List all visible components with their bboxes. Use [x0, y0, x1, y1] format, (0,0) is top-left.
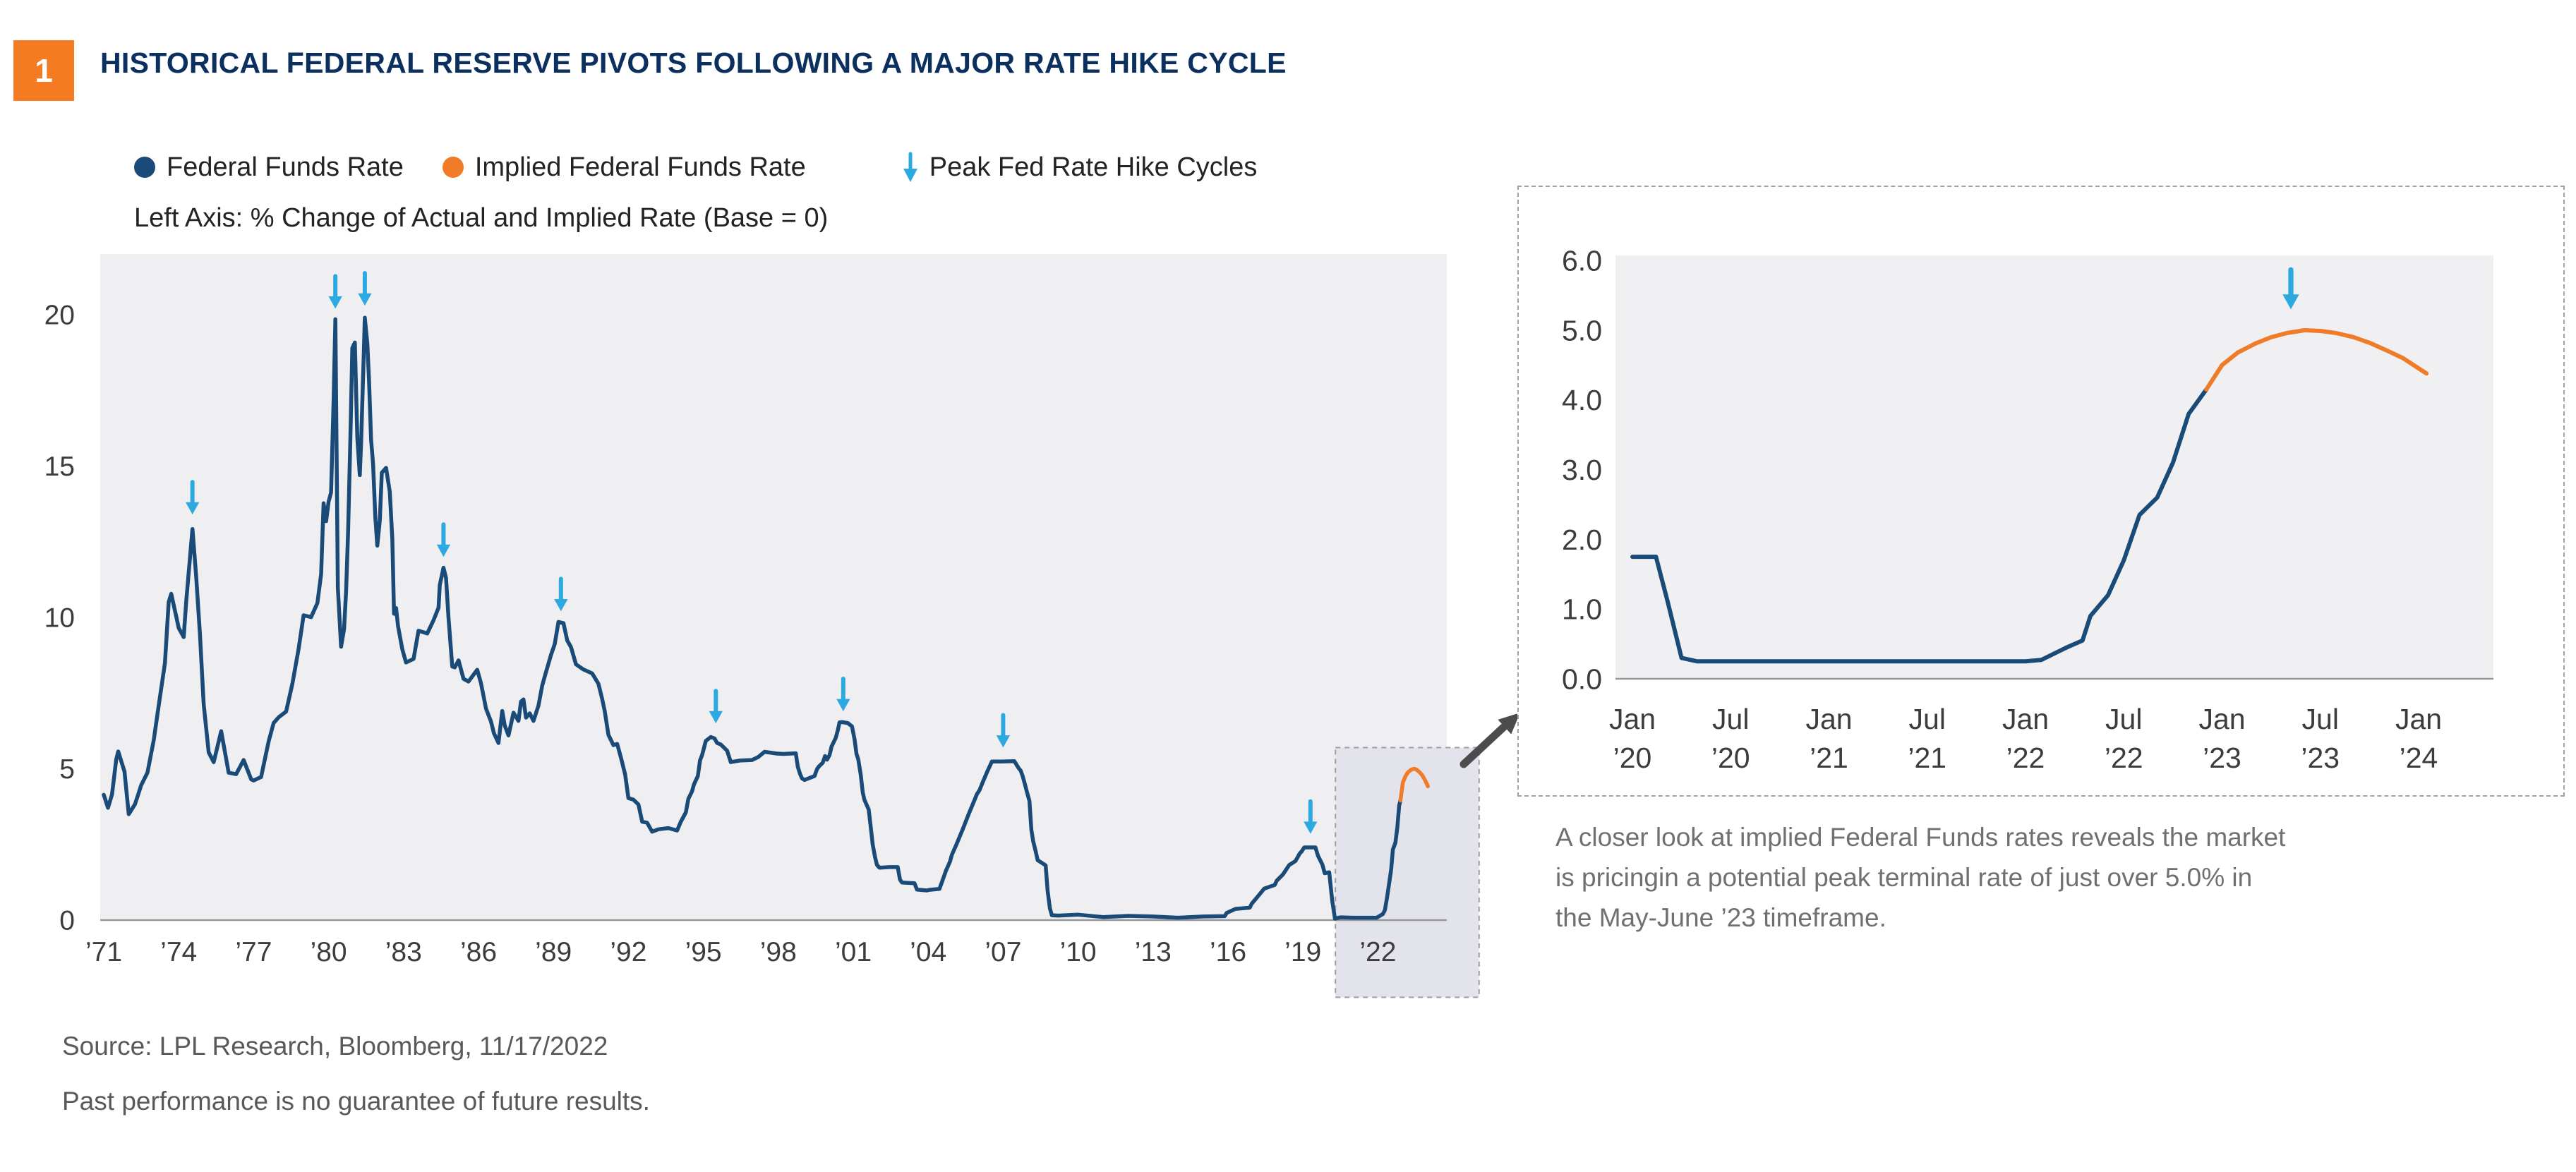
zoom-connector-arrow-icon — [1459, 713, 1520, 768]
svg-text:’22: ’22 — [2006, 742, 2045, 774]
svg-text:Jul: Jul — [1909, 703, 1946, 735]
inset-caption-line-1: A closer look at implied Federal Funds r… — [1555, 823, 2286, 852]
svg-text:’22: ’22 — [1359, 937, 1396, 967]
navy-dot-icon — [134, 157, 155, 178]
svg-text:3.0: 3.0 — [1562, 454, 1602, 486]
svg-text:’01: ’01 — [835, 937, 872, 967]
svg-text:’22: ’22 — [2105, 742, 2143, 774]
svg-text:0: 0 — [59, 906, 75, 936]
svg-text:’20: ’20 — [1613, 742, 1652, 774]
orange-dot-icon — [442, 157, 464, 178]
svg-text:’20: ’20 — [1711, 742, 1750, 774]
svg-text:’24: ’24 — [2400, 742, 2438, 774]
svg-text:’21: ’21 — [1908, 742, 1946, 774]
inset-caption-line-2: is pricingin a potential peak terminal r… — [1555, 863, 2253, 892]
svg-text:’95: ’95 — [685, 937, 722, 967]
svg-text:’92: ’92 — [610, 937, 646, 967]
svg-text:’10: ’10 — [1060, 937, 1097, 967]
svg-text:’07: ’07 — [985, 937, 1021, 967]
inset-caption: A closer look at implied Federal Funds r… — [1555, 817, 2285, 938]
main-chart: 0 5 10 15 20 ’71 ’74 ’77 ’80 ’83 ’86 ’89 ’92 ’95 ’98 ’0… — [44, 254, 1480, 998]
svg-text:’98: ’98 — [760, 937, 797, 967]
svg-text:’86: ’86 — [460, 937, 497, 967]
svg-text:5: 5 — [59, 754, 75, 785]
svg-text:’71: ’71 — [85, 937, 122, 967]
inset-chart-box: 0.0 1.0 2.0 3.0 4.0 5.0 6.0 Jan ’20 Jul ’20 Jan ’21 J… — [1517, 186, 2565, 797]
svg-text:’80: ’80 — [311, 937, 347, 967]
svg-text:’74: ’74 — [160, 937, 197, 967]
left-axis-note: Left Axis: % Change of Actual and Implie… — [134, 203, 829, 233]
svg-text:5.0: 5.0 — [1562, 314, 1602, 346]
svg-text:Jan: Jan — [1609, 703, 1656, 735]
down-arrow-icon — [903, 152, 917, 182]
legend-label-implied-federal-funds-rate: Implied Federal Funds Rate — [474, 152, 806, 182]
svg-text:’23: ’23 — [2203, 742, 2241, 774]
svg-text:’13: ’13 — [1135, 937, 1172, 967]
svg-text:Jul: Jul — [2105, 703, 2142, 735]
inset-caption-line-3: the May-June ’23 timeframe. — [1555, 903, 1886, 932]
svg-text:2.0: 2.0 — [1562, 524, 1602, 556]
legend-label-federal-funds-rate: Federal Funds Rate — [167, 152, 404, 182]
svg-text:Jan: Jan — [2395, 703, 2442, 735]
svg-text:’89: ’89 — [535, 937, 572, 967]
svg-text:Jan: Jan — [2002, 703, 2049, 735]
figure-number-badge: 1 — [13, 40, 74, 101]
svg-text:Jul: Jul — [1712, 703, 1749, 735]
svg-text:1.0: 1.0 — [1562, 593, 1602, 626]
svg-text:Jul: Jul — [2302, 703, 2339, 735]
svg-text:’23: ’23 — [2301, 742, 2340, 774]
legend-item-federal-funds-rate: Federal Funds Rate — [134, 152, 404, 183]
svg-text:’19: ’19 — [1284, 937, 1321, 967]
svg-text:’77: ’77 — [235, 937, 272, 967]
legend-item-implied-federal-funds-rate: Implied Federal Funds Rate — [442, 152, 806, 183]
svg-text:’83: ’83 — [385, 937, 422, 967]
svg-text:’16: ’16 — [1210, 937, 1246, 967]
legend-label-peak-fed-rate-hike-cycles: Peak Fed Rate Hike Cycles — [929, 152, 1258, 182]
chart-legend: Federal Funds Rate Implied Federal Funds… — [134, 151, 1257, 183]
svg-text:10: 10 — [44, 603, 75, 634]
svg-text:6.0: 6.0 — [1562, 245, 1602, 277]
svg-text:20: 20 — [44, 301, 75, 331]
legend-item-peak-fed-rate-hike-cycles: Peak Fed Rate Hike Cycles — [901, 151, 1258, 183]
svg-text:4.0: 4.0 — [1562, 384, 1602, 416]
svg-text:15: 15 — [44, 452, 75, 482]
source-line: Source: LPL Research, Bloomberg, 11/17/2… — [62, 1032, 608, 1061]
disclaimer-line: Past performance is no guarantee of futu… — [62, 1087, 650, 1116]
inset-chart: 0.0 1.0 2.0 3.0 4.0 5.0 6.0 Jan ’20 Jul ’20 Jan ’21 J… — [1562, 245, 2493, 774]
svg-text:Jan: Jan — [1805, 703, 1852, 735]
chart-title: HISTORICAL FEDERAL RESERVE PIVOTS FOLLOW… — [100, 47, 1287, 79]
svg-text:0.0: 0.0 — [1562, 663, 1602, 695]
svg-text:Jan: Jan — [2198, 703, 2245, 735]
svg-text:’21: ’21 — [1810, 742, 1848, 774]
svg-text:’04: ’04 — [910, 937, 946, 967]
